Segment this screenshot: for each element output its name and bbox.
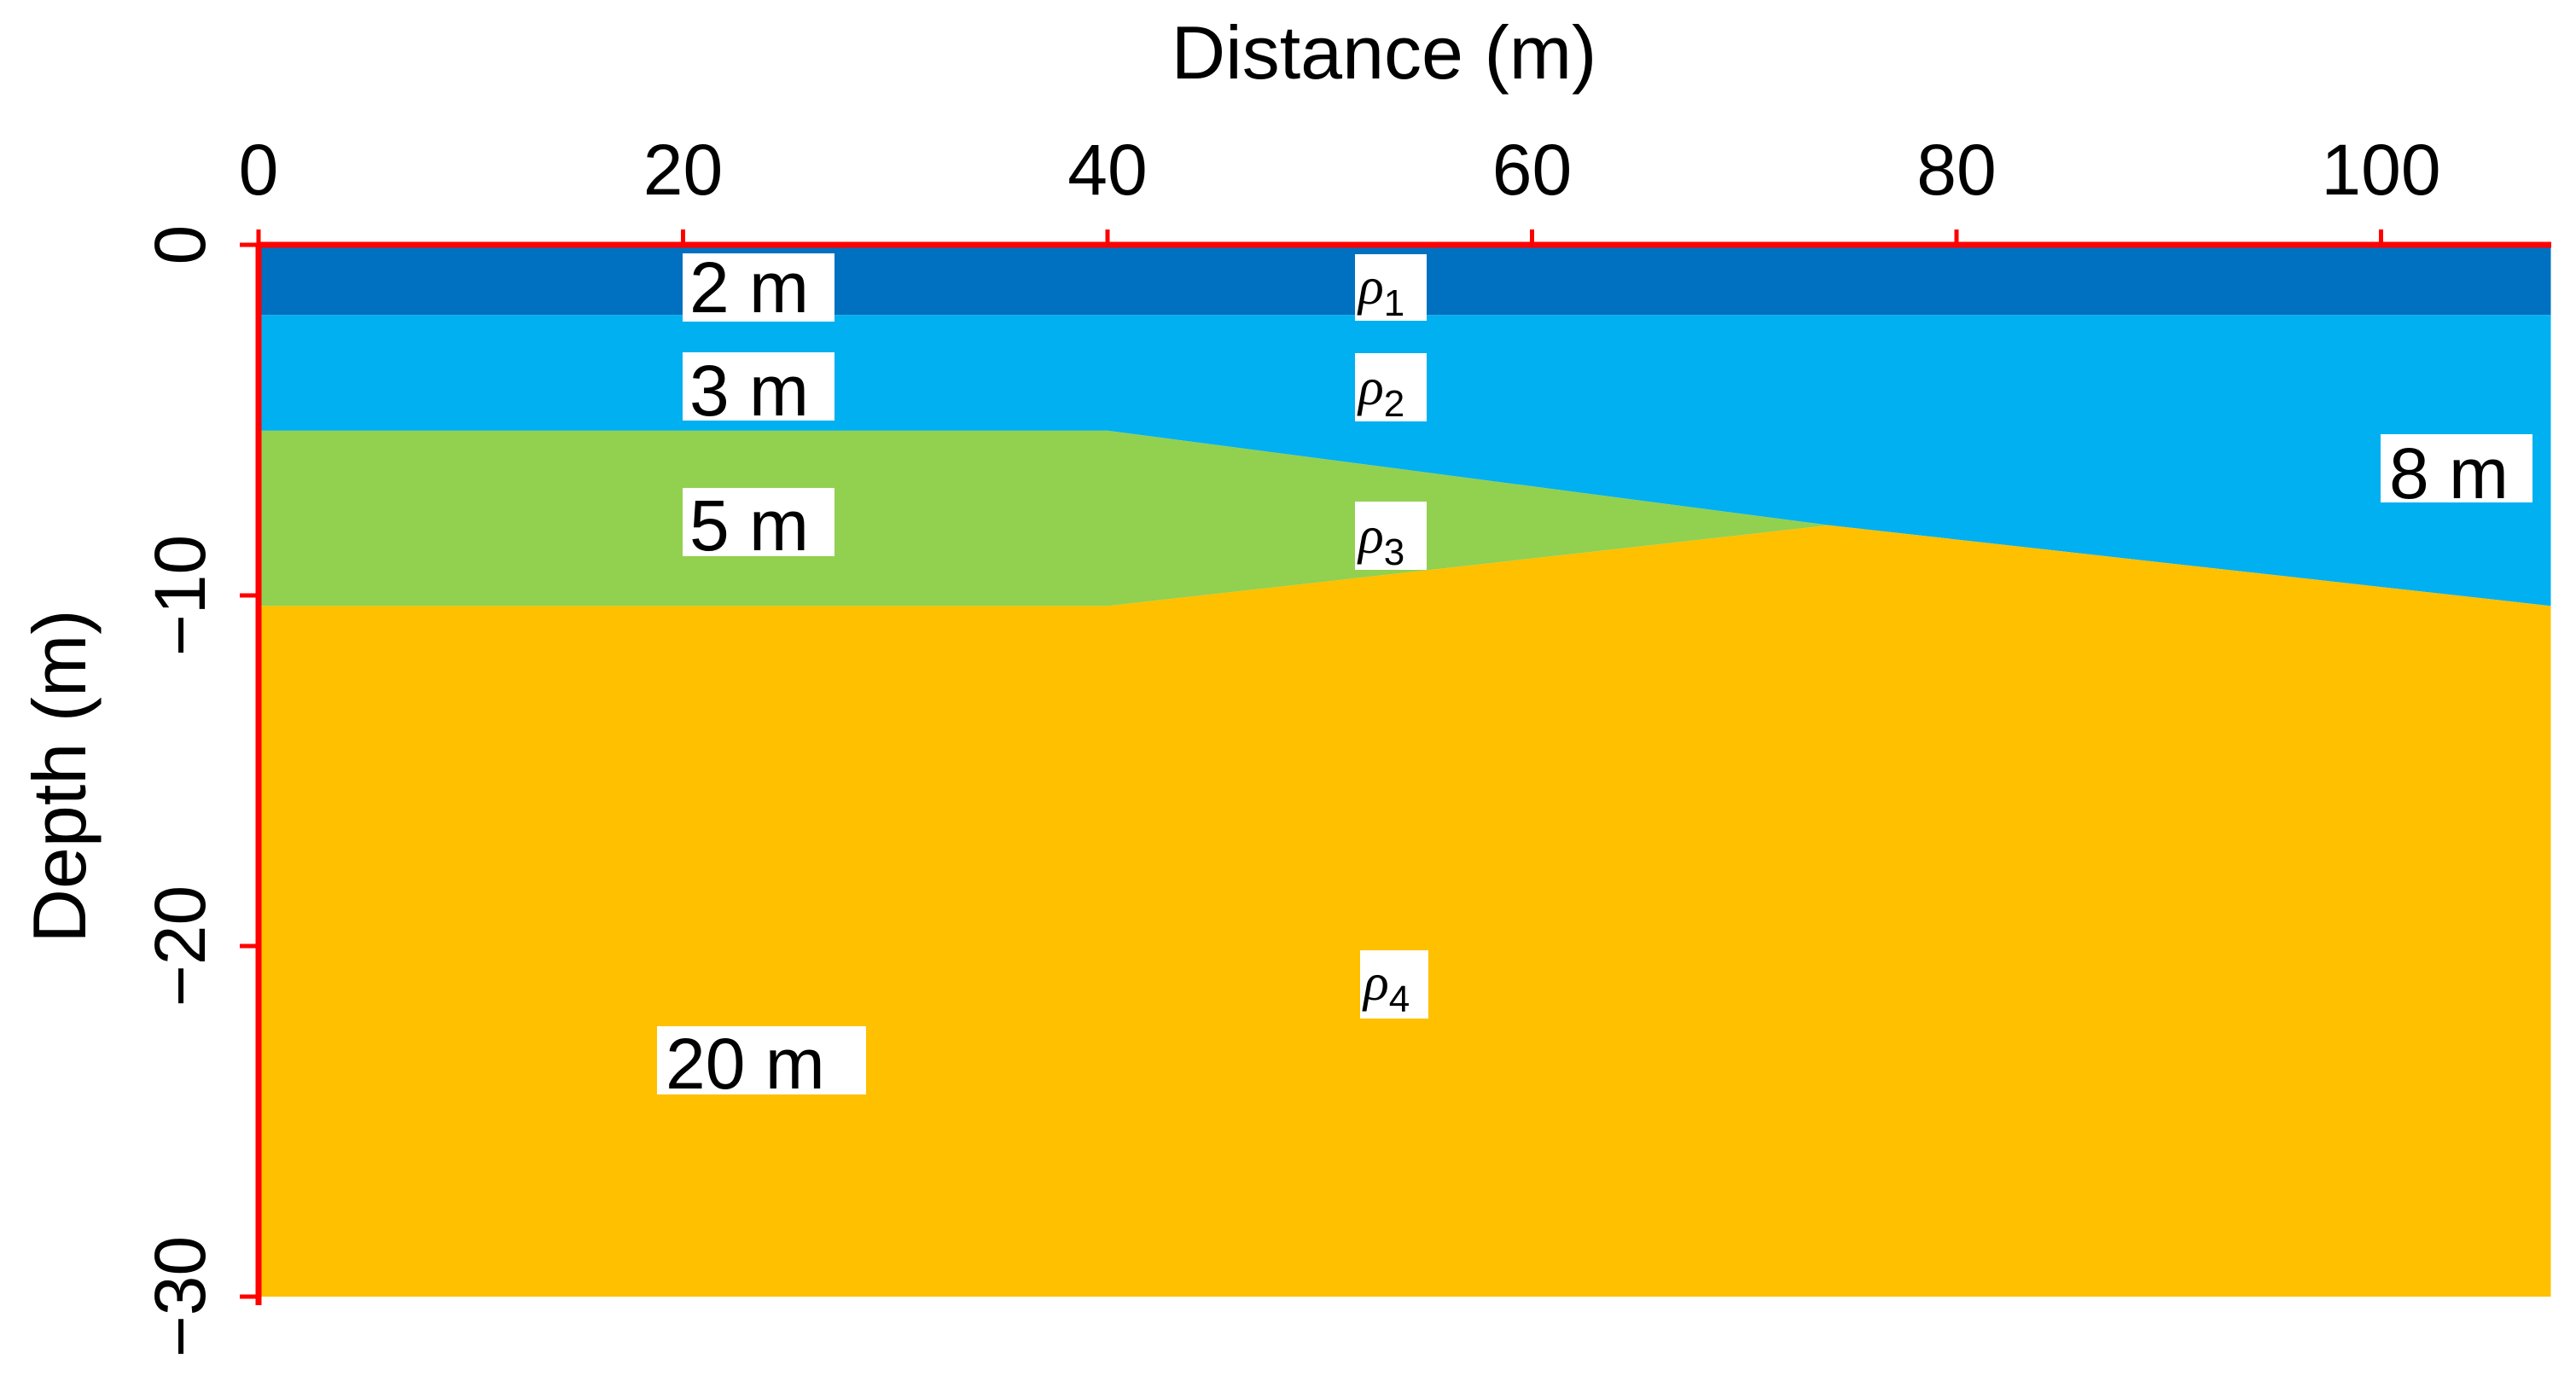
- rho-label-3: ρ3: [1355, 502, 1427, 573]
- x-tick-label-0: 0: [239, 130, 279, 210]
- svg-text:ρ4: ρ4: [1362, 954, 1410, 1020]
- x-axis-title: Distance (m): [1172, 10, 1597, 95]
- x-tick-label-100: 100: [2321, 130, 2440, 210]
- thickness-label-layer-3: 5 m: [683, 485, 834, 566]
- x-tick-label-80: 80: [1916, 130, 1996, 210]
- rho-label-1: ρ1: [1355, 254, 1427, 324]
- x-tick-label-60: 60: [1492, 130, 1572, 210]
- svg-text:5 m: 5 m: [689, 485, 809, 566]
- x-tick-label-20: 20: [643, 130, 723, 210]
- thickness-label-right: 8 m: [2381, 433, 2532, 514]
- y-tick-label-0: 0: [140, 225, 220, 265]
- thickness-label-layer-2: 3 m: [683, 351, 834, 431]
- y-tick-label-10: −10: [140, 535, 220, 657]
- svg-text:2 m: 2 m: [689, 247, 809, 328]
- y-axis-title: Depth (m): [17, 609, 102, 943]
- axes: 0 20 40 60 80 100 0 −10 −20 −30: [140, 130, 2551, 1357]
- layer-3-polygon: [259, 430, 1829, 607]
- rho-label-2: ρ2: [1355, 353, 1427, 425]
- svg-text:ρ1: ρ1: [1357, 258, 1404, 324]
- svg-text:20 m: 20 m: [666, 1024, 825, 1104]
- layer-4-polygon: [259, 525, 2551, 1297]
- y-tick-label-20: −20: [140, 885, 220, 1007]
- svg-text:8 m: 8 m: [2389, 433, 2509, 514]
- rho-label-4: ρ4: [1360, 950, 1428, 1020]
- svg-text:3 m: 3 m: [689, 351, 809, 431]
- svg-text:ρ2: ρ2: [1357, 358, 1404, 425]
- y-tick-label-30: −30: [140, 1236, 220, 1358]
- svg-text:ρ3: ρ3: [1357, 507, 1404, 573]
- thickness-label-layer-4: 20 m: [657, 1024, 866, 1104]
- x-tick-label-40: 40: [1067, 130, 1147, 210]
- thickness-label-layer-1: 2 m: [683, 247, 834, 328]
